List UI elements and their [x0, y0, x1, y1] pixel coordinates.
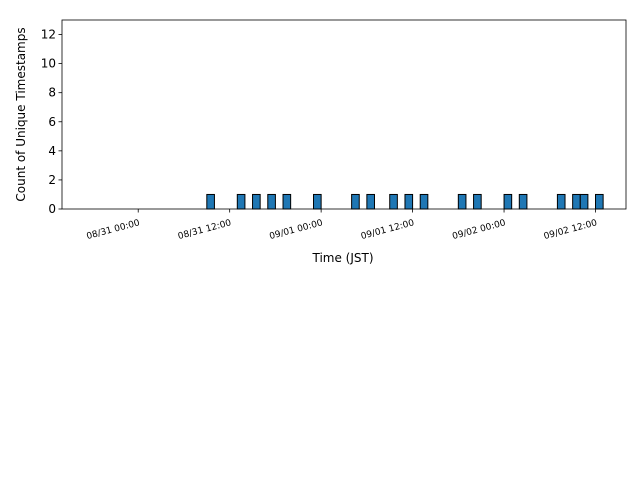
x-axis-label: Time (JST): [311, 251, 373, 265]
y-tick-label: 2: [48, 173, 56, 187]
bar: [518, 193, 528, 210]
bar: [404, 193, 414, 210]
x-tick-label: 08/31 00:00: [86, 218, 142, 242]
bar: [389, 193, 398, 210]
y-axis-label: Count of Unique Timestamps: [14, 27, 28, 201]
y-tick-label: 10: [41, 57, 56, 71]
bar: [457, 193, 467, 210]
bar: [503, 193, 513, 210]
x-tick-label: 08/31 12:00: [177, 218, 233, 242]
bar: [595, 193, 604, 210]
bar: [572, 193, 581, 210]
bar: [473, 193, 482, 210]
bar: [419, 193, 429, 210]
x-tick-label: 09/01 00:00: [268, 218, 324, 242]
y-tick-label: 6: [48, 115, 56, 129]
bar: [366, 193, 375, 210]
x-tick-label: 09/01 12:00: [360, 218, 416, 242]
bar: [252, 193, 261, 210]
plot-frame: [61, 19, 627, 210]
x-tick-label: 09/02 12:00: [543, 218, 599, 242]
bar: [556, 193, 566, 210]
y-tick-label: 12: [41, 28, 56, 42]
bar: [267, 193, 276, 210]
y-tick-label: 8: [48, 86, 56, 100]
bar: [313, 193, 322, 210]
bar: [579, 193, 589, 210]
y-tick-label: 4: [48, 144, 56, 158]
bar: [236, 193, 246, 210]
bar: [206, 193, 215, 210]
bar: [282, 193, 292, 210]
bar: [351, 193, 360, 210]
x-tick-label: 09/02 00:00: [451, 218, 507, 242]
y-tick-label: 0: [48, 202, 56, 216]
